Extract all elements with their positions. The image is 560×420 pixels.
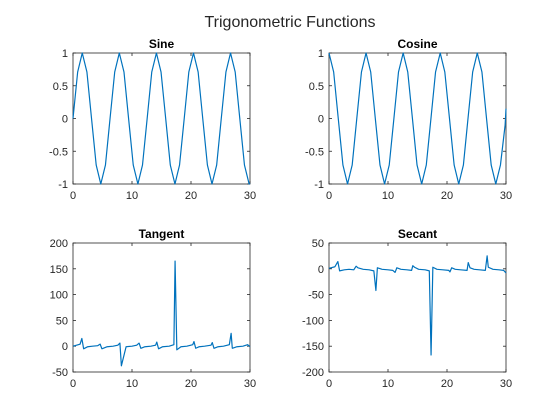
sine-ytick-label: -0.5 xyxy=(49,146,68,158)
tangent-xtick-label: 0 xyxy=(70,378,76,390)
secant-xtick-label: 30 xyxy=(500,378,512,390)
cosine-ytick-label: -0.5 xyxy=(305,146,324,158)
tangent-xtick-label: 10 xyxy=(126,378,138,390)
cosine-ytick-label: 0 xyxy=(318,114,324,126)
subplot-cosine: Cosine 0 10 20 30 -1 -0.5 0 0.5 1 xyxy=(305,37,512,202)
secant-ytick-label: -150 xyxy=(302,341,324,353)
tangent-ytick-label: 200 xyxy=(50,238,68,250)
cosine-ytick-label: 0.5 xyxy=(309,81,324,93)
secant-title: Secant xyxy=(398,227,437,241)
cosine-xtick-label: 20 xyxy=(441,190,453,202)
cosine-xtick-label: 30 xyxy=(500,190,512,202)
sine-ytick-label: -1 xyxy=(58,179,68,191)
cosine-series-line xyxy=(328,52,507,185)
cosine-xtick-label: 0 xyxy=(326,190,332,202)
sine-xtick-label: 0 xyxy=(70,190,76,202)
cosine-plot-area xyxy=(328,52,507,185)
secant-series-line xyxy=(328,255,507,356)
cosine-ytick-label: -1 xyxy=(314,179,324,191)
sine-series-line xyxy=(72,52,251,185)
secant-ytick-label: 0 xyxy=(318,264,324,276)
tangent-ytick-label: 150 xyxy=(50,264,68,276)
tangent-xtick-label: 30 xyxy=(244,378,256,390)
sine-ytick-label: 1 xyxy=(62,48,68,60)
tangent-plot-area xyxy=(72,242,251,373)
secant-ytick-label: -200 xyxy=(302,367,324,379)
cosine-xtick-label: 10 xyxy=(382,190,394,202)
secant-xtick-label: 0 xyxy=(326,378,332,390)
figure-suptitle: Trigonometric Functions xyxy=(204,14,375,31)
secant-plot-area xyxy=(328,242,507,373)
cosine-title: Cosine xyxy=(397,37,437,51)
tangent-series-line xyxy=(72,260,251,367)
secant-xtick-label: 20 xyxy=(441,378,453,390)
subplot-sine: Sine 0 10 20 30 -1 -0.5 0 0.5 1 xyxy=(49,37,256,202)
sine-ytick-label: 0 xyxy=(62,114,68,126)
sine-title: Sine xyxy=(149,37,175,51)
tangent-ytick-label: 100 xyxy=(50,290,68,302)
cosine-ytick-label: 1 xyxy=(318,48,324,60)
sine-ytick-label: 0.5 xyxy=(53,81,68,93)
secant-ytick-label: 50 xyxy=(312,238,324,250)
secant-ytick-label: -100 xyxy=(302,315,324,327)
sine-xtick-label: 20 xyxy=(185,190,197,202)
tangent-title: Tangent xyxy=(139,227,185,241)
tangent-ytick-label: -50 xyxy=(52,367,68,379)
secant-ytick-label: -50 xyxy=(308,290,324,302)
tangent-ytick-label: 0 xyxy=(62,341,68,353)
sine-xtick-label: 30 xyxy=(244,190,256,202)
tangent-xtick-label: 20 xyxy=(185,378,197,390)
tangent-ytick-label: 50 xyxy=(56,315,68,327)
sine-xtick-label: 10 xyxy=(126,190,138,202)
subplot-secant: Secant 0 10 20 30 -200 -150 -100 -50 0 50 xyxy=(302,227,512,390)
secant-xtick-label: 10 xyxy=(382,378,394,390)
